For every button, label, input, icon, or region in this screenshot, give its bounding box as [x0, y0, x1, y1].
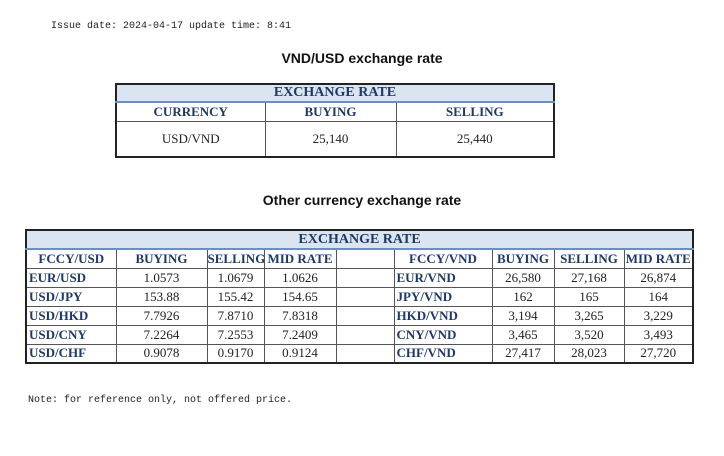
- cell: USD/VND: [115, 120, 266, 158]
- cell: BUYING: [264, 101, 397, 122]
- cell: FCCY/VND: [393, 248, 493, 269]
- empty-cell: [335, 305, 395, 326]
- cell: 25,140: [264, 120, 397, 158]
- cell: EXCHANGE RATE: [25, 229, 694, 250]
- cell: USD/CNY: [25, 324, 117, 345]
- table: EXCHANGE RATE CURRENCY BUYING SELLING USD/VN…: [115, 83, 555, 158]
- cell: 3,465: [491, 324, 555, 345]
- cell: 155.42: [206, 286, 265, 307]
- cell: 0.9078: [115, 343, 208, 364]
- cell: 7.2409: [263, 324, 337, 345]
- empty-cell: [335, 343, 395, 364]
- cell: CURRENCY: [115, 101, 266, 122]
- empty-cell: [335, 286, 395, 307]
- cell: BUYING: [491, 248, 555, 269]
- cell: 3,520: [553, 324, 625, 345]
- cell: 0.9124: [263, 343, 337, 364]
- cell: FCCY/USD: [25, 248, 117, 269]
- empty-cell: [335, 324, 395, 345]
- cell: 3,229: [623, 305, 694, 326]
- cell: 3,194: [491, 305, 555, 326]
- cell: MID RATE: [263, 248, 337, 269]
- table: EXCHANGE RATE FCCY/USD BUYING SELLING MID RA…: [25, 229, 695, 364]
- cell: USD/JPY: [25, 286, 117, 307]
- title: VND/USD exchange rate: [281, 50, 443, 66]
- cell: 3,265: [553, 305, 625, 326]
- cell: 7.8318: [263, 305, 337, 326]
- cell: 27,720: [623, 343, 694, 364]
- cell: 1.0573: [115, 267, 208, 288]
- cell: 7.7926: [115, 305, 208, 326]
- empty-cell: [335, 267, 395, 288]
- cell: 28,023: [553, 343, 625, 364]
- cell: CHF/VND: [393, 343, 493, 364]
- cell: USD/HKD: [25, 305, 117, 326]
- cell: 153.88: [115, 286, 208, 307]
- cell: 165: [553, 286, 625, 307]
- empty-cell: [335, 248, 395, 269]
- cell: 26,874: [623, 267, 694, 288]
- title: Other currency exchange rate: [262, 192, 462, 208]
- cell: 7.8710: [206, 305, 265, 326]
- cell: EXCHANGE RATE: [115, 83, 555, 103]
- cell: SELLING: [553, 248, 625, 269]
- cell: HKD/VND: [393, 305, 493, 326]
- cell: SELLING: [395, 101, 555, 122]
- cell: 1.0626: [263, 267, 337, 288]
- note: Note: for reference only, not offered pr…: [28, 395, 293, 406]
- cell: EUR/USD: [25, 267, 117, 288]
- cell: MID RATE: [623, 248, 694, 269]
- cell: 162: [491, 286, 555, 307]
- cell: 27,168: [553, 267, 625, 288]
- cell: 1.0679: [206, 267, 265, 288]
- cell: BUYING: [115, 248, 208, 269]
- cell: SELLING: [206, 248, 265, 269]
- cell: CNY/VND: [393, 324, 493, 345]
- cell: 7.2264: [115, 324, 208, 345]
- cell: JPY/VND: [393, 286, 493, 307]
- cell: 26,580: [491, 267, 555, 288]
- cell: USD/CHF: [25, 343, 117, 364]
- cell: 0.9170: [206, 343, 265, 364]
- issue-line: Issue date: 2024-04-17 update time: 8:41: [51, 21, 292, 32]
- cell: 27,417: [491, 343, 555, 364]
- cell: 154.65: [263, 286, 337, 307]
- cell: 25,440: [395, 120, 555, 158]
- cell: 3,493: [623, 324, 694, 345]
- cell: 164: [623, 286, 694, 307]
- cell: EUR/VND: [393, 267, 493, 288]
- cell: 7.2553: [206, 324, 265, 345]
